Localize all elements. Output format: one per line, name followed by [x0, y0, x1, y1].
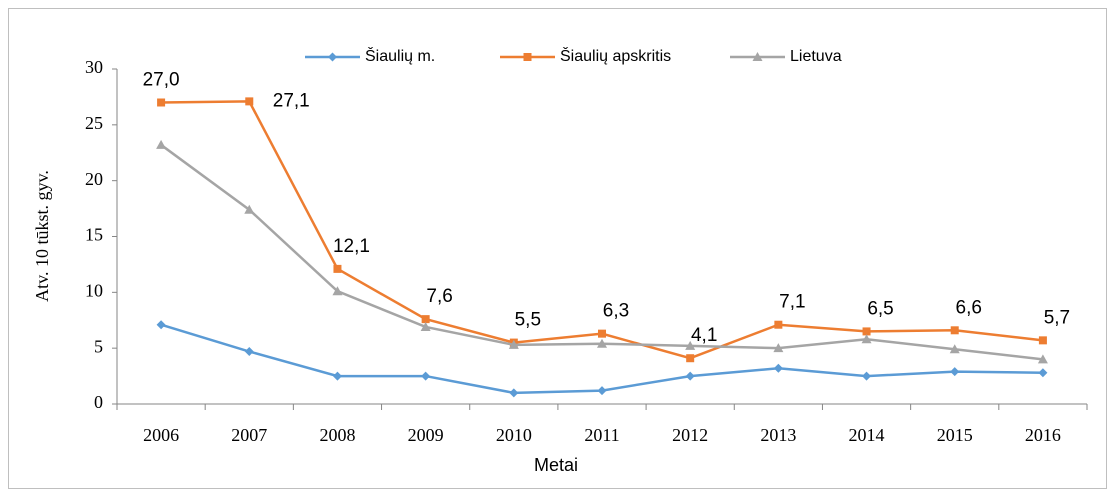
point — [332, 371, 342, 381]
x-tick-label: 2012 — [672, 425, 708, 445]
legend-label: Šiaulių apskritis — [560, 46, 671, 65]
point — [773, 343, 784, 353]
point — [1038, 336, 1047, 345]
y-tick-label: 30 — [85, 57, 103, 77]
point — [1038, 368, 1048, 378]
x-tick-label: 2016 — [1025, 425, 1061, 445]
point — [950, 367, 960, 377]
x-tick-label: 2014 — [849, 425, 885, 445]
point — [421, 371, 431, 381]
data-label: 4,1 — [691, 325, 717, 346]
point — [421, 315, 430, 324]
x-tick-label: 2011 — [584, 425, 619, 445]
point — [156, 320, 166, 330]
x-tick-label: 2008 — [319, 425, 355, 445]
x-tick-label: 2007 — [231, 425, 267, 445]
point — [685, 371, 695, 381]
y-tick-label: 10 — [85, 280, 103, 300]
point — [420, 321, 431, 331]
x-tick-label: 2015 — [937, 425, 973, 445]
y-tick-label: 20 — [85, 169, 103, 189]
y-tick-label: 25 — [85, 113, 103, 133]
y-tick-label: 0 — [94, 392, 103, 412]
point — [862, 371, 872, 381]
point — [597, 338, 607, 348]
data-label: 27,0 — [143, 70, 180, 91]
legend-marker — [752, 52, 763, 61]
point — [244, 204, 255, 214]
point — [1037, 354, 1048, 364]
y-axis-title: Atv. 10 tūkst. gyv. — [32, 170, 52, 302]
data-label: 7,6 — [426, 286, 452, 307]
point — [508, 339, 519, 349]
x-tick-label: 2013 — [760, 425, 796, 445]
point — [509, 388, 519, 398]
data-label: 6,3 — [603, 301, 629, 322]
point — [949, 344, 960, 354]
legend-label: Šiaulių m. — [365, 46, 435, 65]
data-label: 27,1 — [273, 90, 310, 111]
data-label: 6,6 — [956, 297, 982, 318]
x-tick-label: 2006 — [143, 425, 179, 445]
point — [950, 326, 959, 335]
legend-label: Lietuva — [790, 48, 842, 65]
point — [685, 340, 696, 350]
point — [244, 347, 254, 357]
data-label: 12,1 — [333, 236, 370, 257]
point — [861, 334, 872, 344]
point — [862, 327, 871, 336]
point — [773, 363, 783, 373]
data-label: 5,5 — [515, 310, 541, 331]
point — [332, 286, 343, 296]
legend-marker — [523, 53, 532, 61]
x-tick-label: 2009 — [408, 425, 444, 445]
point — [157, 98, 166, 107]
point — [245, 97, 254, 106]
data-label: 7,1 — [779, 292, 805, 313]
y-tick-label: 5 — [94, 336, 103, 356]
point — [598, 329, 606, 338]
y-tick-label: 15 — [85, 225, 103, 245]
point — [686, 354, 695, 363]
point — [333, 264, 342, 273]
data-label: 5,7 — [1044, 307, 1070, 328]
legend-marker — [328, 52, 337, 62]
point — [774, 320, 783, 329]
point — [156, 139, 167, 149]
x-tick-label: 2010 — [496, 425, 532, 445]
x-axis-title: Metai — [534, 455, 578, 475]
point — [597, 386, 607, 396]
data-label: 6,5 — [867, 298, 893, 319]
